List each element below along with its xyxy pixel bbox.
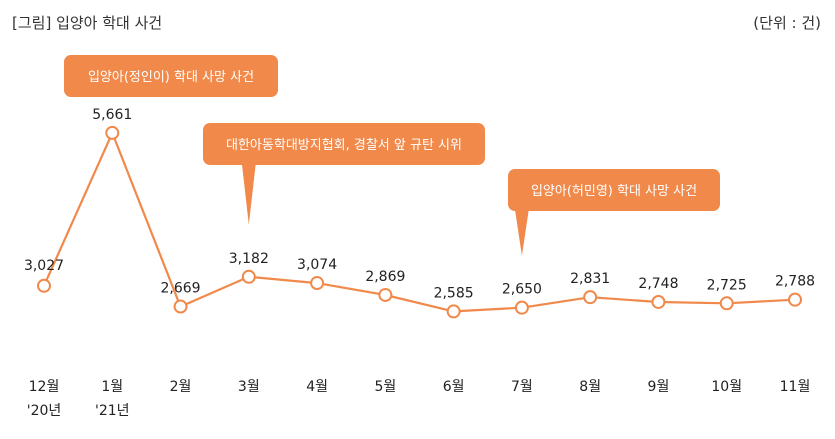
x-tick-4: 4월 <box>306 379 328 395</box>
chart-title: [그림] 입양아 학대 사건 <box>12 14 163 32</box>
data-point-4 <box>310 276 325 291</box>
x-tick-2: 2월 <box>170 379 192 395</box>
data-point-8 <box>583 290 598 305</box>
value-label-4: 3,074 <box>297 257 337 273</box>
value-label-11: 2,788 <box>775 274 815 290</box>
x-tick-9: 9월 <box>648 379 670 395</box>
callout-pointer-1 <box>241 163 256 225</box>
value-label-10: 2,725 <box>707 277 747 293</box>
data-point-2 <box>173 299 188 314</box>
x-tick-0: 12월 <box>29 379 60 395</box>
x-axis-ticks: 12월 '20년 1월 '21년 2월 3월 4월 5월 6월 7월 8월 9월 10월 11월 <box>27 379 811 419</box>
callout-2: 입양아(허민영) 학대 사망 사건 <box>508 169 720 256</box>
value-label-8: 2,831 <box>570 271 610 287</box>
x-tick-year-1: '21년 <box>95 403 130 419</box>
callout-box-1 <box>203 123 485 165</box>
x-tick-5: 5월 <box>374 379 396 395</box>
data-point-3 <box>241 269 256 284</box>
data-point-1 <box>105 125 120 140</box>
x-tick-8: 8월 <box>579 379 601 395</box>
x-tick-11: 11월 <box>780 379 811 395</box>
x-tick-6: 6월 <box>443 379 465 395</box>
value-label-3: 3,182 <box>229 251 269 267</box>
value-labels: 3,027 5,661 2,669 3,182 3,074 2,869 2,585 2,650… <box>24 107 815 302</box>
series-line-path <box>42 131 796 313</box>
callout-pointer-2 <box>514 209 529 256</box>
x-tick-3: 3월 <box>238 379 260 395</box>
series-line <box>42 131 796 313</box>
callout-text-0: 입양아(정인이) 학대 사망 사건 <box>88 70 254 85</box>
x-tick-1: 1월 <box>101 379 123 395</box>
value-label-2: 2,669 <box>160 281 200 297</box>
callout-text-2: 입양아(허민영) 학대 사망 사건 <box>531 184 697 199</box>
value-label-1: 5,661 <box>92 107 132 123</box>
data-point-0 <box>37 278 51 293</box>
callout-1: 대한아동학대방지협회, 경찰서 앞 규탄 시위 <box>203 123 485 225</box>
data-point-9 <box>651 294 666 309</box>
x-tick-10: 10월 <box>711 379 742 395</box>
value-label-7: 2,650 <box>502 282 542 298</box>
data-point-10 <box>719 296 734 311</box>
x-tick-year-0: '20년 <box>27 403 62 419</box>
data-point-11 <box>788 292 802 307</box>
callout-text-1: 대한아동학대방지협회, 경찰서 앞 규탄 시위 <box>226 138 462 153</box>
value-label-9: 2,748 <box>638 276 678 292</box>
x-tick-7: 7월 <box>511 379 533 395</box>
data-point-7 <box>514 300 529 315</box>
data-point-5 <box>378 287 393 302</box>
unit-label: (단위 : 건) <box>753 14 821 32</box>
callout-box-2 <box>508 169 720 211</box>
value-label-5: 2,869 <box>365 269 405 285</box>
callout-box-0 <box>64 55 278 97</box>
data-point-6 <box>446 304 461 319</box>
value-label-6: 2,585 <box>434 285 474 301</box>
callout-0: 입양아(정인이) 학대 사망 사건 <box>64 55 278 97</box>
value-label-0: 3,027 <box>24 258 64 274</box>
data-points <box>37 125 802 319</box>
